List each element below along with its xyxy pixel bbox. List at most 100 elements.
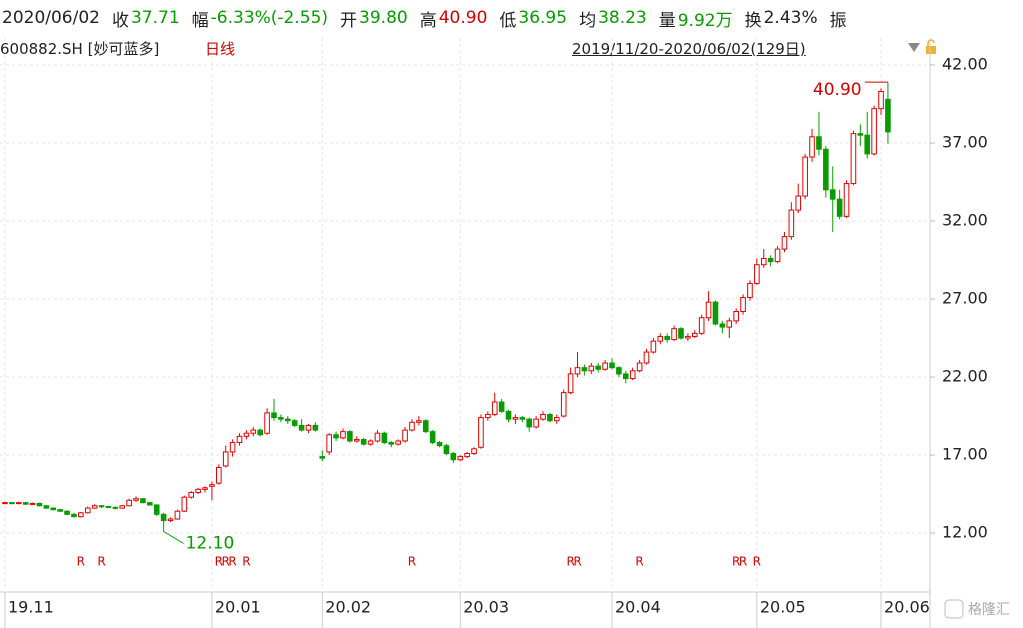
candle-body (174, 510, 181, 520)
candle-body (588, 365, 595, 372)
quote-label: 幅 (191, 10, 209, 31)
candle-body (491, 401, 498, 415)
candle-body (836, 198, 843, 217)
candle-body (78, 512, 84, 518)
candle-body (57, 509, 63, 512)
candle-body (809, 136, 815, 158)
event-marker: R (242, 555, 250, 569)
candle-body (181, 496, 188, 512)
candle-body (312, 424, 319, 431)
candle-body (505, 410, 512, 420)
quote-date: 2020/06/02 (2, 8, 100, 28)
event-marker: R (222, 555, 230, 569)
candle-body (291, 420, 298, 426)
candle-body (602, 362, 608, 370)
candle-body (409, 421, 415, 431)
candle-body (126, 499, 132, 507)
candle-body (188, 491, 195, 498)
x-tick-label: 20.05 (760, 598, 806, 617)
candle-body (657, 335, 664, 342)
period[interactable]: 日线 (205, 40, 236, 58)
stock-code: 600882.SH [妙可蓝多] (0, 40, 160, 58)
annotation-label: 12.10 (186, 533, 235, 553)
candle-body (705, 301, 712, 319)
candle-body (9, 502, 15, 505)
candle-body (416, 420, 422, 423)
quote-value: 9.92万 (677, 10, 733, 31)
candle-body (850, 133, 857, 185)
candle-body (767, 257, 774, 263)
candle-body (15, 502, 22, 505)
candle-body (374, 432, 381, 442)
candle-body (436, 442, 443, 447)
quote-label: 换 (744, 10, 762, 31)
candle-body (264, 412, 270, 434)
candle-body (498, 401, 505, 412)
candle-body (105, 506, 112, 509)
date-range[interactable]: 2019/11/20-2020/06/02(129日) (572, 40, 806, 58)
candle-body (519, 417, 526, 420)
candle-body (209, 484, 215, 487)
x-tick-label: 20.04 (615, 598, 661, 617)
candle-body (595, 365, 602, 370)
event-marker: R (732, 555, 740, 569)
candle-body (829, 189, 836, 200)
chart-info-row: 600882.SH [妙可蓝多] 日线 2019/11/20-2020/06/0… (0, 36, 936, 58)
candle-body (726, 320, 733, 328)
candle-body (754, 264, 760, 284)
candle-body (112, 506, 119, 509)
candle-body (98, 505, 105, 508)
candle-body (471, 448, 477, 454)
x-tick-label: 20.06 (884, 598, 930, 617)
candle-body (250, 429, 257, 434)
y-tick-label: 37.00 (942, 133, 988, 152)
event-marker: R (566, 555, 574, 569)
candle-body (609, 362, 615, 369)
quote-label: 开 (340, 10, 358, 31)
candle-body (284, 418, 291, 422)
candle-body (885, 98, 891, 133)
candle-body (857, 133, 864, 136)
x-tick-label: 20.02 (325, 598, 371, 617)
candle-body (167, 518, 174, 522)
candle-body (547, 413, 553, 422)
candle-body (871, 108, 877, 155)
candle-body (843, 183, 850, 217)
candle-body (740, 296, 746, 313)
candle-body (712, 301, 719, 325)
candle-body (347, 431, 353, 442)
x-tick-label: 20.03 (463, 598, 509, 617)
candle-body (864, 134, 871, 155)
candle-body (381, 432, 388, 444)
candle-body (540, 413, 546, 420)
event-marker: R (635, 555, 643, 569)
y-tick-label: 22.00 (942, 367, 988, 386)
candle-body (140, 498, 146, 504)
candle-body (443, 445, 450, 454)
candle-body (29, 502, 36, 505)
quote-label: 收 (111, 10, 129, 31)
quote-value: 38.23 (598, 8, 647, 28)
candle-body (216, 467, 222, 484)
candle-body (333, 434, 339, 439)
candle-body (554, 417, 560, 422)
candle-body (271, 412, 277, 419)
quote-value: -6.33%(-2.55) (210, 8, 329, 28)
candle-body (485, 413, 491, 419)
watermark-logo (944, 599, 964, 619)
candle-body (202, 487, 208, 490)
candle-body (512, 417, 519, 420)
x-tick-label: 19.11 (8, 598, 54, 617)
annotation-arrow (163, 531, 184, 544)
candle-body (360, 438, 367, 445)
event-marker: R (753, 555, 761, 569)
candle-body (671, 328, 677, 341)
quote-label: 低 (499, 10, 517, 31)
candle-body (464, 452, 470, 458)
candle-body (691, 332, 698, 337)
candle-body (760, 257, 767, 266)
candle-body (84, 507, 91, 514)
y-tick-label: 42.00 (942, 54, 988, 73)
quote-value: 2.43% (763, 8, 818, 28)
candle-body (622, 373, 629, 380)
